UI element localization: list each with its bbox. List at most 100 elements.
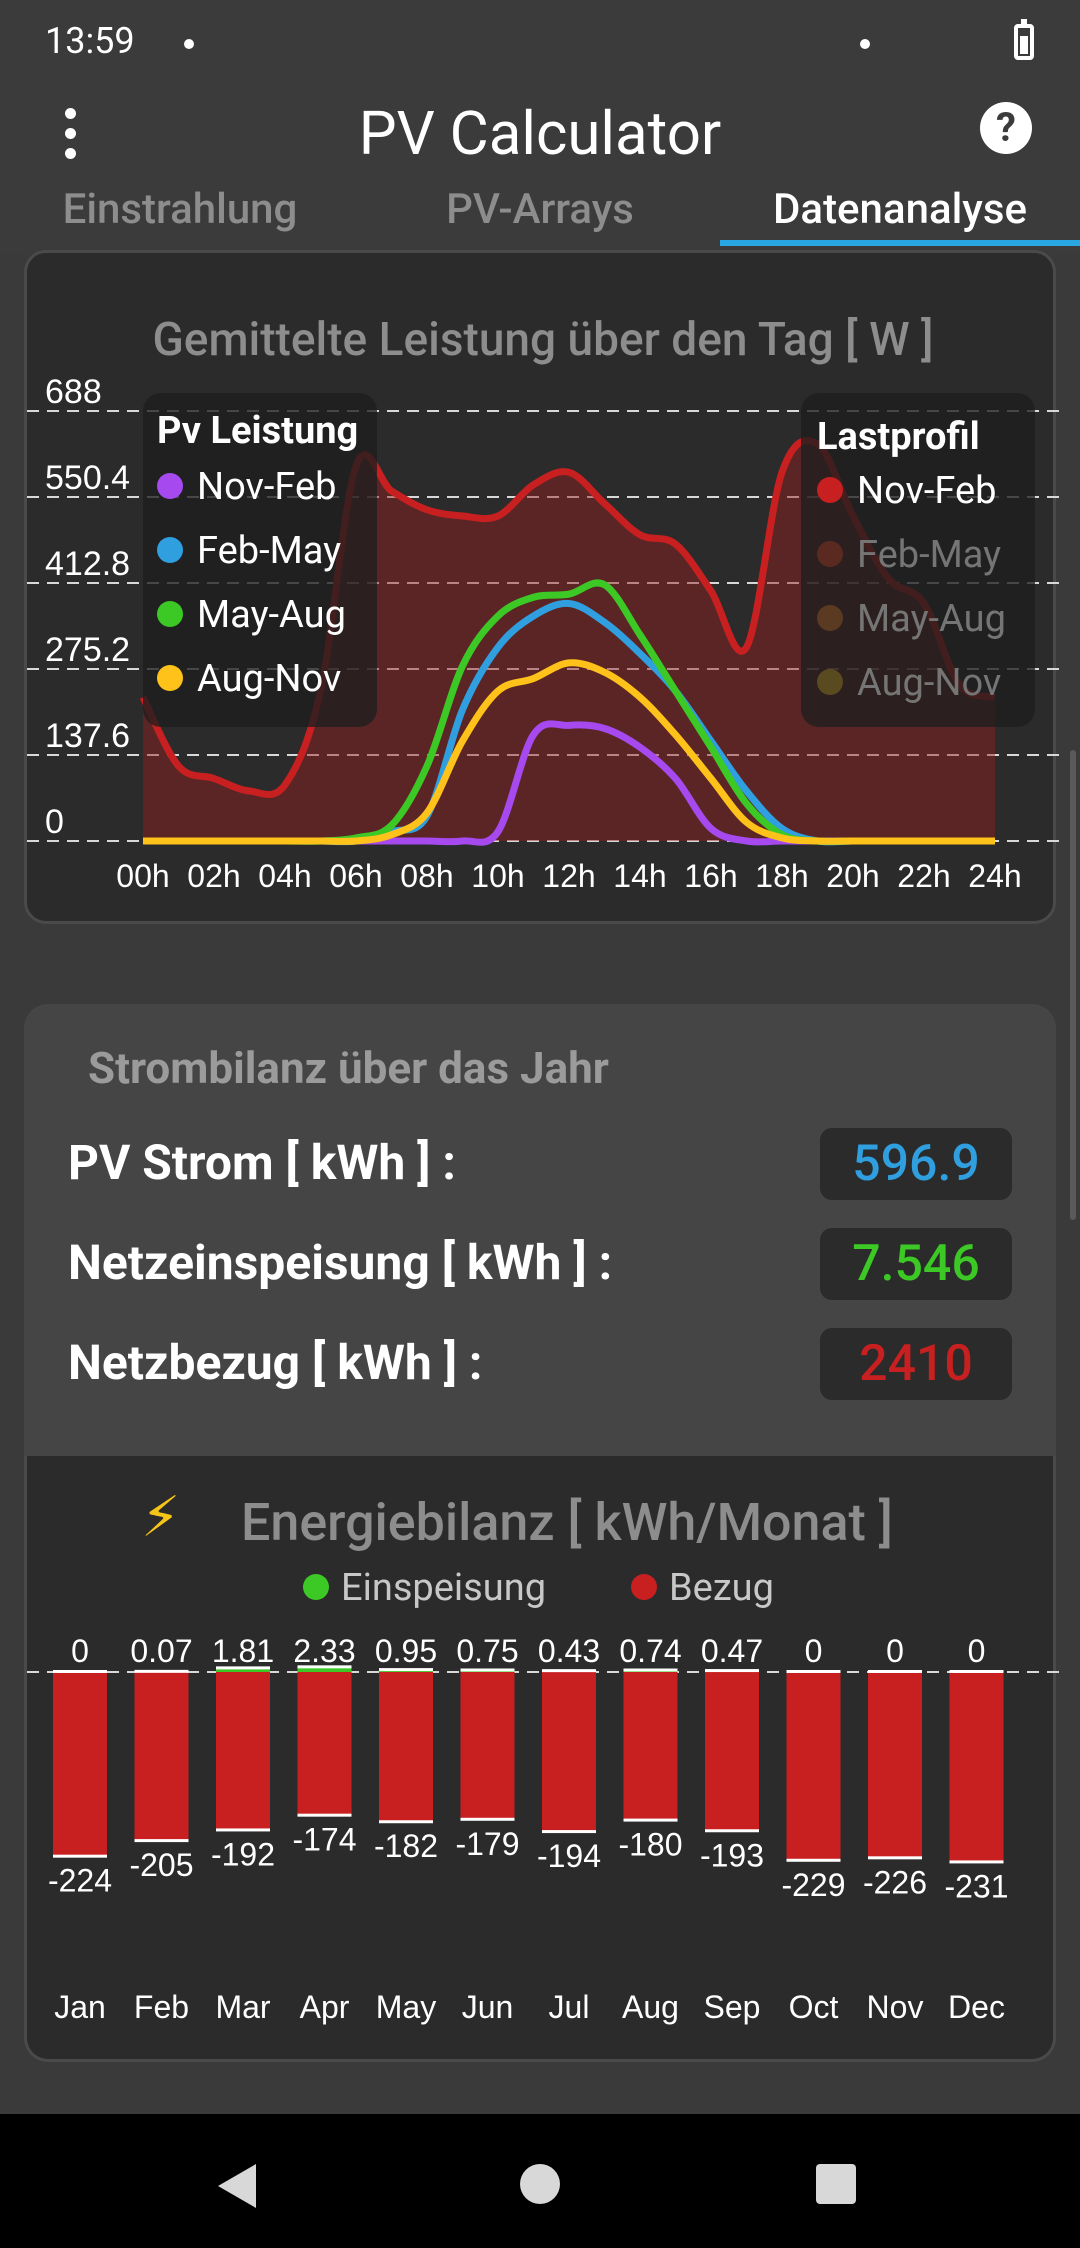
einspeisung-data-label: 0: [71, 1633, 89, 1669]
back-icon[interactable]: [218, 2164, 256, 2208]
load-legend-item: Feb-May: [817, 533, 1001, 577]
x-tick-label: 24h: [968, 858, 1021, 894]
help-icon[interactable]: ?: [980, 102, 1032, 154]
x-tick-label: 14h: [613, 858, 666, 894]
month-label: Sep: [704, 1989, 761, 2025]
bar-bezug-cap: [786, 1858, 841, 1862]
netzeinspeisung-label: Netzeinspeisung [ kWh ] :: [68, 1234, 613, 1291]
einspeisung-data-label: 0: [886, 1633, 904, 1669]
bar-bezug-cap: [379, 1820, 433, 1824]
einspeisung-data-label: 1.81: [212, 1633, 274, 1669]
pv-legend-item: May-Aug: [157, 593, 346, 637]
bezug-data-label: -205: [129, 1847, 193, 1883]
bar-einspeisung-cap: [53, 1670, 107, 1673]
bar-bezug: [949, 1672, 1004, 1862]
bar-einspeisung-cap: [623, 1668, 678, 1672]
daily-chart-title: Gemittelte Leistung über den Tag [ W ]: [152, 313, 934, 367]
month-label: Nov: [867, 1989, 924, 2025]
bar-bezug-cap: [134, 1839, 189, 1843]
bar-einspeisung: [297, 1667, 352, 1672]
x-tick-label: 04h: [258, 858, 311, 894]
month-label: Jun: [462, 1989, 514, 2025]
bar-einspeisung-cap: [216, 1666, 270, 1670]
daily-power-card: Gemittelte Leistung über den Tag [ W ] 6…: [24, 250, 1059, 924]
month-label: Mar: [215, 1989, 270, 2025]
tab-bar: Einstrahlung PV-Arrays Datenanalyse: [0, 180, 1080, 254]
legend-dot-icon: [817, 668, 843, 695]
legend-dot-icon: [157, 472, 183, 499]
bar-bezug: [623, 1672, 678, 1820]
month-label: Feb: [134, 1989, 189, 2025]
bar-bezug: [786, 1672, 841, 1860]
battery-icon: [1014, 19, 1034, 60]
bar-bezug: [379, 1672, 433, 1822]
pv-legend: Pv Leistung Nov-Feb Feb-May May-Aug Aug-…: [143, 393, 377, 727]
notification-dot: [860, 39, 870, 49]
einspeisung-data-label: 0.75: [456, 1633, 518, 1669]
bar-einspeisung-cap: [949, 1670, 1004, 1673]
y-tick-label: 550.4: [45, 459, 130, 497]
tab-einstrahlung[interactable]: Einstrahlung: [62, 185, 298, 234]
bar-bezug: [216, 1672, 270, 1830]
load-legend-item: Aug-Nov: [817, 661, 1001, 705]
bezug-data-label: -179: [455, 1826, 519, 1862]
bezug-data-label: -226: [863, 1864, 927, 1900]
overflow-menu-icon[interactable]: [50, 98, 90, 168]
einspeisung-data-label: 0: [968, 1633, 986, 1669]
recents-icon[interactable]: [816, 2164, 856, 2204]
einspeisung-data-label: 0.07: [130, 1633, 192, 1669]
bar-einspeisung-cap: [705, 1669, 759, 1673]
home-icon[interactable]: [520, 2164, 560, 2204]
series-line-pv-aug-nov: [142, 659, 995, 845]
y-tick-label: 137.6: [45, 717, 130, 755]
einspeisung-data-label: 0: [805, 1633, 823, 1669]
x-tick-label: 16h: [684, 858, 737, 894]
tab-pv-arrays[interactable]: PV-Arrays: [446, 185, 634, 234]
einspeisung-data-label: 0.74: [619, 1633, 681, 1669]
legend-dot-icon: [157, 600, 183, 627]
bar-bezug-cap: [460, 1817, 515, 1821]
bar-einspeisung-cap: [460, 1668, 515, 1672]
bar-bezug: [134, 1672, 189, 1841]
bar-bezug-cap: [297, 1813, 352, 1817]
yearly-balance-card: Strombilanz über das Jahr PV Strom [ kWh…: [24, 1004, 1056, 1474]
y-tick-label: 412.8: [45, 545, 130, 583]
tab-datenanalyse[interactable]: Datenanalyse: [773, 185, 1027, 234]
x-tick-label: 06h: [329, 858, 382, 894]
x-tick-label: 18h: [755, 858, 808, 894]
einspeisung-data-label: 0.95: [375, 1633, 437, 1669]
bar-einspeisung: [216, 1668, 270, 1672]
x-tick-label: 10h: [471, 858, 524, 894]
load-legend: Lastprofil Nov-Feb Feb-May May-Aug Aug-N…: [801, 393, 1035, 727]
scrollbar[interactable]: [1070, 750, 1076, 1220]
einspeisung-legend: Einspeisung: [303, 1566, 546, 1610]
app-title: PV Calculator: [358, 98, 722, 169]
einspeisung-data-label: 2.33: [293, 1633, 355, 1669]
bar-bezug: [705, 1672, 759, 1831]
bezug-data-label: -174: [292, 1822, 356, 1858]
legend-dot-icon: [157, 536, 183, 563]
notification-dot: [184, 39, 194, 49]
y-tick-label: 0: [45, 803, 64, 841]
einspeisung-data-label: 0.47: [701, 1633, 763, 1669]
bezug-data-label: -231: [944, 1868, 1008, 1904]
legend-dot-icon: [817, 476, 843, 503]
bar-bezug-cap: [949, 1860, 1004, 1864]
energy-balance-chart: 0 -224 Jan 0.07 -205 Feb 1.81 -192 Mar 2.33 -174 Ap…: [27, 1633, 1059, 2025]
y-tick-label: 688: [45, 373, 102, 411]
netzeinspeisung-value: 7.546: [820, 1228, 1012, 1300]
pv-legend-item: Aug-Nov: [157, 657, 341, 701]
legend-dot-icon: [631, 1573, 657, 1600]
bezug-data-label: -194: [537, 1838, 601, 1874]
load-legend-item: May-Aug: [817, 597, 1006, 641]
month-label: May: [376, 1989, 436, 2025]
bezug-data-label: -180: [618, 1827, 682, 1863]
load-legend-item: Nov-Feb: [817, 469, 997, 513]
bar-bezug: [868, 1672, 922, 1858]
legend-dot-icon: [817, 540, 843, 567]
status-time: 13:59: [45, 20, 135, 62]
energy-chart-title: Energiebilanz [ kWh/Monat ]: [241, 1492, 893, 1553]
bar-einspeisung-cap: [134, 1669, 189, 1673]
balance-title: Strombilanz über das Jahr: [88, 1042, 609, 1094]
netzbezug-value: 2410: [820, 1328, 1012, 1400]
